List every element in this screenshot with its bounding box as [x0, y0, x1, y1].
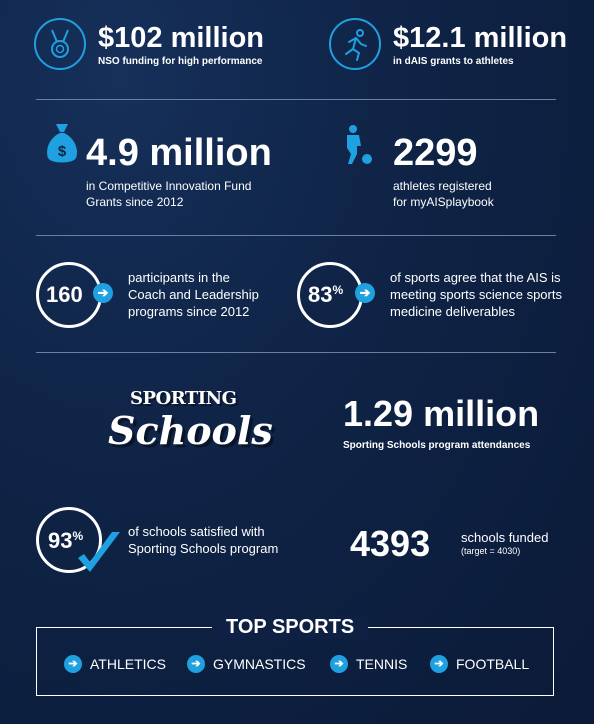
top-sports-title: TOP SPORTS: [212, 616, 369, 639]
dais-caption: in dAIS grants to athletes: [393, 56, 514, 67]
satisfied-value: 93%: [48, 530, 83, 552]
runner-icon: [345, 29, 367, 61]
money-bag-icon: $: [47, 124, 77, 163]
athletes-caption-1: athletes registered: [393, 179, 492, 193]
medal-icon-circle: [34, 18, 86, 70]
sport-label: GYMNASTICS: [213, 656, 306, 672]
sports-caption-3: medicine deliverables: [390, 304, 516, 319]
sports-percent: %: [332, 283, 344, 297]
logo-line-2: Schools: [108, 408, 273, 453]
divider-1: [36, 99, 556, 100]
divider-2: [36, 235, 556, 236]
divider-3: [36, 352, 556, 353]
coach-caption-1: participants in the: [128, 270, 230, 285]
svg-text:$: $: [58, 143, 67, 160]
soccer-player-icon: [347, 125, 372, 164]
sport-label: FOOTBALL: [456, 656, 530, 672]
sport-label: ATHLETICS: [90, 656, 166, 672]
satisfied-circle: [36, 507, 102, 573]
sports-number: 83: [308, 282, 333, 307]
sport-item-gymnastics: ➔ GYMNASTICS: [187, 655, 306, 673]
attendances-value: 1.29 million: [343, 393, 540, 434]
coach-arrow-icon: ➔: [93, 283, 113, 303]
cif-caption-2: Grants since 2012: [86, 195, 184, 209]
sport-item-football: ➔ FOOTBALL: [430, 655, 529, 673]
medal-icon: [51, 29, 69, 58]
satisfied-caption-1: of schools satisfied with: [128, 524, 265, 539]
coach-caption-3: programs since 2012: [128, 304, 250, 319]
sports-arrow-icon: ➔: [355, 283, 375, 303]
attendances-caption: Sporting Schools program attendances: [343, 440, 531, 451]
runner-icon-circle: [329, 18, 381, 70]
athletes-value: 2299: [393, 132, 478, 174]
satisfied-caption-2: Sporting Schools program: [128, 541, 279, 556]
cif-value: 4.9 million: [86, 132, 272, 174]
arrow-icon: ➔: [430, 655, 448, 673]
funded-target: (target = 4030): [461, 546, 521, 556]
sport-item-athletics: ➔ ATHLETICS: [64, 655, 166, 673]
checkmark-icon: [78, 532, 120, 572]
nso-caption: NSO funding for high performance: [98, 56, 263, 67]
arrow-icon: ➔: [187, 655, 205, 673]
sport-item-tennis: ➔ TENNIS: [330, 655, 407, 673]
funded-caption: schools funded: [461, 530, 549, 545]
sporting-schools-logo: SPORTING Schools: [104, 382, 273, 462]
sports-caption-1: of sports agree that the AIS is: [390, 270, 561, 285]
arrow-icon: ➔: [330, 655, 348, 673]
funded-value: 4393: [350, 523, 431, 564]
coach-value: 160: [46, 282, 83, 307]
satisfied-percent: %: [72, 529, 84, 543]
dais-value: $12.1 million: [393, 22, 568, 54]
arrow-icon: ➔: [64, 655, 82, 673]
nso-value: $102 million: [98, 22, 265, 54]
logo-line-1: SPORTING: [130, 388, 237, 409]
sports-value: 83%: [308, 284, 343, 306]
sport-label: TENNIS: [356, 656, 408, 672]
sports-caption-2: meeting sports science sports: [390, 287, 562, 302]
satisfied-number: 93: [48, 528, 73, 553]
athletes-caption-2: for myAISplaybook: [393, 195, 494, 209]
coach-caption-2: Coach and Leadership: [128, 287, 259, 302]
cif-caption-1: in Competitive Innovation Fund: [86, 179, 252, 193]
